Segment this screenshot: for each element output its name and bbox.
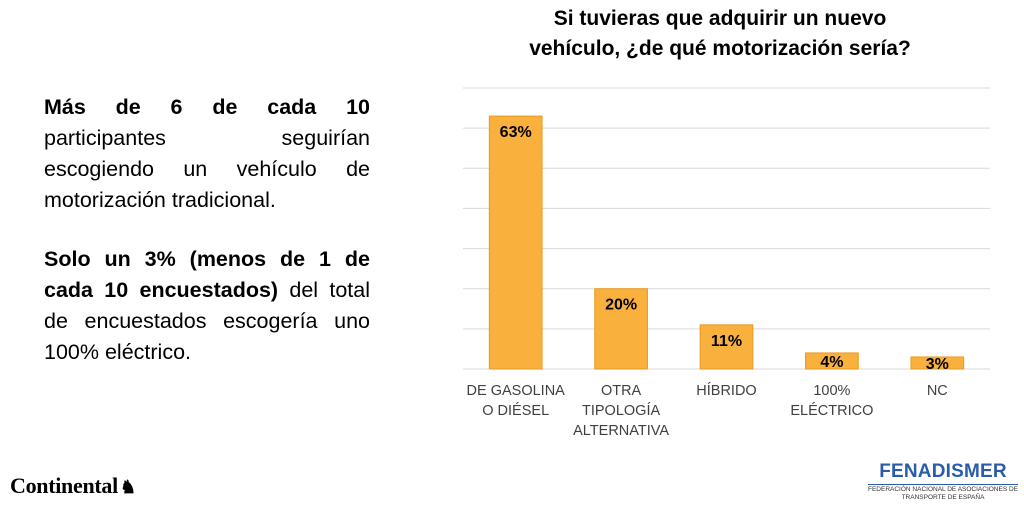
- bar: [910, 356, 965, 370]
- horse-icon: ♞: [119, 477, 136, 497]
- chart-title: Si tuvieras que adquirir un nuevo vehícu…: [470, 4, 970, 64]
- summary-paragraph-1-rest: participantes seguirían escogiendo un ve…: [44, 126, 370, 212]
- category-label: HÍBRIDO: [696, 382, 756, 399]
- chart-title-line-1: Si tuvieras que adquirir un nuevo: [553, 7, 887, 30]
- continental-logo-text: Continental: [10, 473, 118, 498]
- category-label: ELÉCTRICO: [790, 402, 873, 419]
- fenadismer-logo-subtitle: FEDERACIÓN NACIONAL DE ASOCIACIONES DE T…: [868, 484, 1019, 501]
- fenadismer-logo: FENADISMER FEDERACIÓN NACIONAL DE ASOCIA…: [868, 462, 1018, 502]
- summary-paragraph-1: Más de 6 de cada 10 participantes seguir…: [44, 92, 370, 216]
- data-label: 4%: [820, 354, 843, 371]
- continental-logo: Continental ♞: [10, 473, 136, 499]
- fenadismer-logo-name: FENADISMER: [879, 461, 1007, 482]
- summary-paragraph-1-bold: Más de 6 de cada 10: [44, 95, 370, 119]
- summary-text: Más de 6 de cada 10 participantes seguir…: [44, 92, 370, 396]
- category-label: TIPOLOGÍA: [582, 402, 660, 419]
- category-label: NC: [927, 383, 948, 399]
- summary-paragraph-2-rest: del total de encuestados escogería uno 1…: [44, 278, 370, 364]
- bar: [699, 324, 754, 370]
- category-label: DE GASOLINA: [467, 383, 566, 399]
- bar: [805, 352, 859, 370]
- data-label: 11%: [711, 333, 742, 350]
- category-label: ALTERNATIVA: [573, 423, 669, 439]
- data-label: 3%: [926, 356, 949, 373]
- category-label: OTRA: [601, 383, 642, 399]
- chart-title-line-2: vehículo, ¿de qué motorización sería?: [529, 37, 911, 60]
- bar: [594, 288, 648, 370]
- data-label: 63%: [500, 124, 532, 141]
- summary-paragraph-2-bold: Solo un 3% (menos de 1 de cada 10 encues…: [44, 247, 370, 302]
- category-label: O DIÉSEL: [482, 402, 549, 419]
- data-label: 20%: [605, 297, 637, 314]
- summary-paragraph-2: Solo un 3% (menos de 1 de cada 10 encues…: [44, 244, 370, 368]
- bar: [488, 115, 543, 370]
- category-label: 100%: [813, 383, 850, 399]
